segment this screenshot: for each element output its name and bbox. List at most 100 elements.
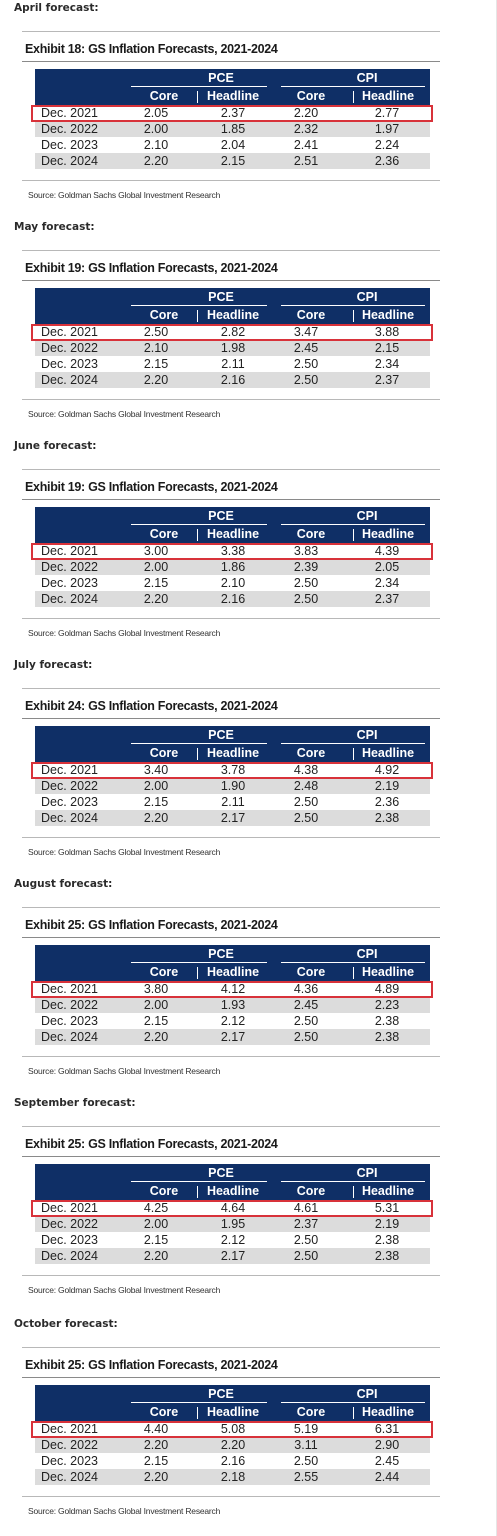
pce-core-value: 2.20	[143, 1030, 169, 1044]
cpi-headline-value: 2.77	[374, 106, 400, 120]
divider	[22, 61, 440, 62]
table-row: Dec. 2022 2.10 1.98 2.45 2.15	[35, 340, 430, 356]
table-row: Dec. 2021 3.40 3.78 4.38 4.92	[35, 762, 430, 778]
divider	[22, 280, 440, 281]
column-header: Headline	[206, 89, 260, 103]
cpi-core-value: 4.36	[293, 982, 319, 996]
pce-headline-value: 2.12	[220, 1014, 246, 1028]
column-header: Headline	[361, 1405, 415, 1419]
pce-headline-value: 2.11	[221, 795, 245, 809]
divider	[22, 469, 440, 470]
table-row: Dec. 2021 4.40 5.08 5.19 6.31	[35, 1421, 430, 1437]
row-label: Dec. 2022	[41, 1438, 98, 1452]
column-header: Core	[149, 527, 179, 541]
exhibit-title: Exhibit 25: GS Inflation Forecasts, 2021…	[25, 1358, 278, 1372]
forecast-table: PCE CPI Core Headline Core Headline Dec. 2021 3…	[35, 507, 430, 607]
pce-group-header: PCE	[208, 1166, 234, 1180]
row-label: Dec. 2024	[41, 811, 98, 825]
pce-core-value: 2.20	[143, 1249, 169, 1263]
row-label: Dec. 2022	[41, 122, 98, 136]
exhibit-title: Exhibit 25: GS Inflation Forecasts, 2021…	[25, 1137, 278, 1151]
cpi-headline-value: 2.44	[374, 1470, 400, 1484]
column-header: Headline	[206, 746, 260, 760]
table-row: Dec. 2022 2.20 2.20 3.11 2.90	[35, 1437, 430, 1453]
column-separator	[197, 1186, 198, 1198]
forecast-table: PCE CPI Core Headline Core Headline Dec. 2021 3…	[35, 945, 430, 1045]
pce-headline-value: 1.98	[220, 341, 246, 355]
cpi-core-value: 4.38	[293, 763, 319, 777]
column-header: Core	[149, 89, 179, 103]
group-underline	[281, 743, 425, 744]
row-label: Dec. 2024	[41, 1470, 98, 1484]
divider	[22, 688, 440, 689]
cpi-core-value: 2.50	[293, 1014, 319, 1028]
pce-core-value: 2.00	[143, 779, 169, 793]
row-label: Dec. 2023	[41, 795, 98, 809]
group-underline	[131, 305, 267, 306]
pce-headline-value: 2.11	[221, 357, 245, 371]
divider	[22, 907, 440, 908]
source-note: Source: Goldman Sachs Global Investment …	[28, 628, 221, 638]
row-label: Dec. 2024	[41, 1030, 98, 1044]
cpi-core-value: 2.50	[293, 592, 319, 606]
row-label: Dec. 2023	[41, 357, 98, 371]
table-row: Dec. 2024 2.20 2.15 2.51 2.36	[35, 153, 430, 169]
divider	[22, 1056, 440, 1057]
cpi-core-value: 2.48	[293, 779, 319, 793]
column-separator	[353, 310, 354, 322]
divider	[22, 837, 440, 838]
group-underline	[131, 743, 267, 744]
pce-core-value: 2.20	[143, 1438, 169, 1452]
column-separator	[353, 91, 354, 103]
column-separator	[197, 529, 198, 541]
column-header: Core	[296, 89, 326, 103]
column-separator	[197, 748, 198, 760]
table-row: Dec. 2024 2.20 2.16 2.50 2.37	[35, 591, 430, 607]
pce-headline-value: 3.78	[220, 763, 246, 777]
cpi-headline-value: 2.38	[374, 1030, 400, 1044]
forecast-table: PCE CPI Core Headline Core Headline Dec. 2021 4…	[35, 1385, 430, 1485]
column-header: Headline	[206, 965, 260, 979]
pce-core-value: 2.20	[143, 373, 169, 387]
cpi-headline-value: 4.89	[374, 982, 400, 996]
group-underline	[131, 1181, 267, 1182]
row-label: Dec. 2023	[41, 1014, 98, 1028]
cpi-core-value: 2.50	[293, 795, 319, 809]
row-label: Dec. 2021	[41, 325, 98, 339]
pce-headline-value: 2.20	[220, 1438, 246, 1452]
table-header: PCE CPI Core Headline Core Headline	[35, 1164, 430, 1200]
cpi-headline-value: 4.39	[374, 544, 400, 558]
cpi-headline-value: 2.19	[374, 779, 400, 793]
pce-core-value: 3.40	[143, 763, 169, 777]
pce-core-value: 2.00	[143, 1217, 169, 1231]
exhibit-title: Exhibit 19: GS Inflation Forecasts, 2021…	[25, 480, 278, 494]
cpi-core-value: 2.50	[293, 1030, 319, 1044]
column-header: Core	[296, 1184, 326, 1198]
exhibit-title: Exhibit 19: GS Inflation Forecasts, 2021…	[25, 261, 278, 275]
cpi-core-value: 2.50	[293, 1249, 319, 1263]
column-separator	[353, 529, 354, 541]
forecast-table: PCE CPI Core Headline Core Headline Dec. 2021 2…	[35, 288, 430, 388]
table-row: Dec. 2023 2.15 2.10 2.50 2.34	[35, 575, 430, 591]
group-underline	[281, 1181, 425, 1182]
column-separator	[353, 1186, 354, 1198]
cpi-headline-value: 2.36	[374, 154, 400, 168]
column-header: Headline	[361, 527, 415, 541]
divider	[22, 1347, 440, 1348]
cpi-core-value: 2.41	[293, 138, 319, 152]
column-header: Headline	[361, 308, 415, 322]
row-label: Dec. 2021	[41, 1422, 98, 1436]
row-label: Dec. 2024	[41, 1249, 98, 1263]
column-header: Headline	[206, 527, 260, 541]
table-row: Dec. 2021 3.80 4.12 4.36 4.89	[35, 981, 430, 997]
divider	[22, 618, 440, 619]
table-row: Dec. 2024 2.20 2.16 2.50 2.37	[35, 372, 430, 388]
forecast-month-label: September forecast:	[14, 1097, 136, 1109]
table-row: Dec. 2022 2.00 1.85 2.32 1.97	[35, 121, 430, 137]
column-header: Headline	[206, 1184, 260, 1198]
column-separator	[353, 1407, 354, 1419]
forecast-section: June forecast: Exhibit 19: GS Inflation F…	[0, 438, 497, 657]
pce-headline-value: 1.95	[220, 1217, 246, 1231]
source-note: Source: Goldman Sachs Global Investment …	[28, 1066, 221, 1076]
pce-headline-value: 1.90	[220, 779, 246, 793]
